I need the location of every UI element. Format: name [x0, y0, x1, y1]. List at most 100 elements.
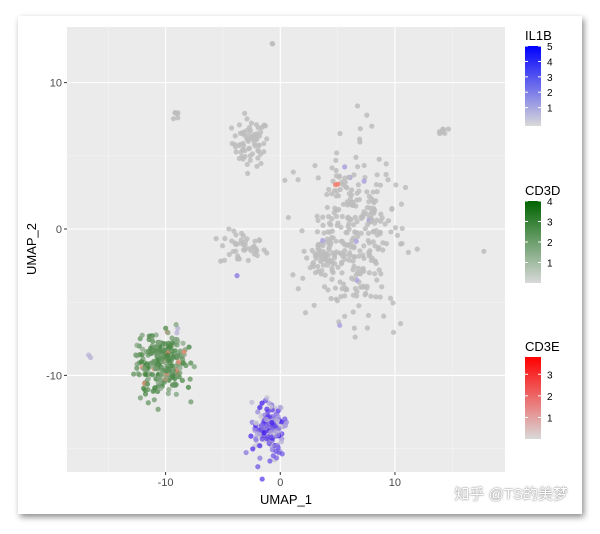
- cell-point: [169, 362, 175, 369]
- cell-point: [154, 375, 161, 381]
- cell-point: [335, 264, 341, 270]
- cell-point: [151, 397, 157, 403]
- cell-point: [371, 207, 378, 213]
- cell-point: [332, 182, 339, 188]
- cell-point: [331, 255, 338, 261]
- cell-point: [267, 458, 273, 464]
- legend-tick-label: 3: [547, 218, 553, 229]
- cell-point: [149, 372, 156, 378]
- cell-point: [236, 256, 242, 262]
- cell-point: [332, 261, 338, 267]
- cell-point: [175, 115, 181, 121]
- cell-point: [351, 172, 357, 178]
- legend-tick-label: 1: [547, 104, 553, 115]
- cell-point: [273, 443, 279, 449]
- cell-point: [153, 332, 159, 338]
- cell-point: [285, 214, 291, 221]
- cell-point: [324, 262, 331, 268]
- cell-point: [361, 162, 367, 169]
- cell-point: [327, 229, 333, 235]
- cell-point: [173, 336, 179, 342]
- cell-point: [343, 184, 349, 190]
- cell-point: [350, 222, 357, 228]
- cell-point: [373, 294, 379, 300]
- cell-point: [153, 343, 159, 350]
- cell-point: [137, 395, 143, 401]
- cell-point: [254, 136, 260, 142]
- cell-point: [339, 179, 345, 185]
- cell-point: [237, 142, 243, 148]
- cell-point: [259, 476, 265, 482]
- cell-point: [254, 247, 260, 254]
- cell-point: [374, 172, 380, 178]
- cell-point: [174, 342, 180, 348]
- cell-point: [370, 189, 376, 195]
- cell-point: [361, 178, 367, 184]
- cell-point: [345, 214, 351, 220]
- cell-point: [402, 184, 409, 191]
- cell-point: [363, 290, 369, 297]
- cell-point: [172, 110, 178, 116]
- cell-point: [251, 243, 257, 249]
- cell-point: [300, 275, 306, 281]
- cell-point: [368, 293, 374, 299]
- cell-point: [318, 258, 324, 264]
- cell-point: [310, 259, 317, 266]
- cell-point: [261, 122, 267, 128]
- cell-point: [334, 222, 340, 229]
- cell-point: [387, 295, 394, 301]
- cell-point: [321, 230, 327, 236]
- cell-point: [348, 275, 355, 281]
- cell-point: [222, 235, 228, 242]
- cell-point: [329, 268, 335, 274]
- cell-point: [346, 220, 352, 227]
- cell-point: [244, 236, 250, 242]
- cell-point: [264, 136, 270, 142]
- cell-point: [139, 352, 145, 358]
- cell-point: [390, 329, 397, 335]
- legend-title-cd3e: CD3E: [525, 339, 560, 354]
- cell-point: [269, 419, 275, 426]
- legend-tick-label: 3: [547, 73, 553, 84]
- cell-point: [373, 260, 379, 267]
- cell-point: [332, 285, 339, 291]
- cell-point: [324, 204, 330, 211]
- cell-point: [175, 372, 181, 378]
- cell-point: [390, 300, 396, 306]
- cell-point: [253, 436, 259, 442]
- cell-point: [139, 346, 146, 352]
- cell-point: [156, 340, 162, 346]
- cell-point: [382, 221, 388, 227]
- cell-point: [133, 352, 139, 358]
- cell-point: [131, 371, 137, 377]
- cell-point: [255, 125, 261, 131]
- cell-point: [320, 237, 326, 244]
- cell-point: [268, 404, 274, 410]
- cell-point: [249, 399, 255, 405]
- legend-title-il1b: IL1B: [525, 28, 552, 43]
- cell-point: [273, 455, 280, 461]
- x-tick-label: -10: [158, 477, 174, 489]
- legend-tick-label: 5: [547, 42, 553, 53]
- legends: IL1B 1 2 3 4 5 CD3D 1 2 3 4 CD3E 1 2 3: [525, 28, 560, 439]
- cell-point: [334, 150, 340, 156]
- cell-point: [191, 364, 197, 370]
- cell-point: [219, 243, 226, 249]
- cell-point: [324, 191, 330, 198]
- cell-point: [361, 243, 367, 249]
- cell-point: [144, 381, 150, 387]
- cell-point: [353, 154, 359, 160]
- legend-tick-label: 2: [547, 392, 553, 403]
- cell-point: [295, 286, 301, 292]
- cell-point: [243, 449, 249, 456]
- cell-point: [327, 241, 333, 248]
- cell-point: [311, 302, 317, 308]
- cell-point: [348, 192, 355, 198]
- cell-point: [383, 171, 389, 178]
- cell-point: [359, 267, 365, 273]
- cell-point: [316, 252, 322, 258]
- cell-point: [269, 40, 275, 47]
- cell-point: [371, 199, 377, 206]
- cell-point: [174, 330, 180, 336]
- cell-point: [350, 258, 356, 264]
